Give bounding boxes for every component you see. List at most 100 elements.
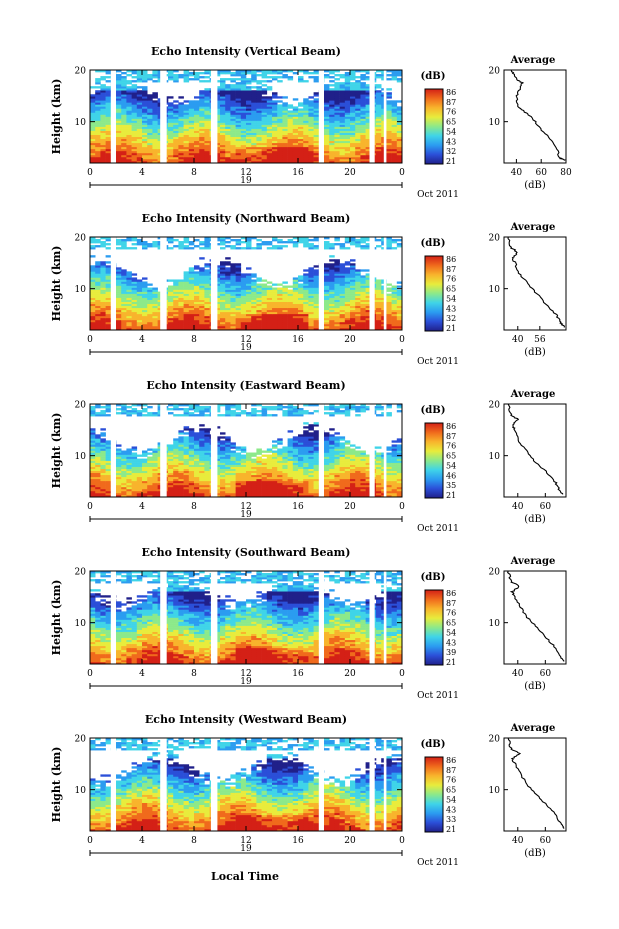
echo-cell [287,492,294,496]
echo-cell [100,132,106,135]
echo-cell [251,78,257,81]
echo-cell [126,158,132,162]
echo-cell [152,305,158,309]
echo-cell [95,313,101,317]
echo-cell [116,122,122,125]
echo-cell [261,321,268,325]
echo-cell [230,136,236,140]
echo-cell [396,78,403,81]
echo-cell [272,313,278,317]
echo-cell [339,303,346,307]
echo-cell [251,295,257,298]
echo-cell [116,480,122,484]
echo-cell [246,160,252,164]
echo-cell [313,76,320,79]
echo-cell [298,327,304,331]
echo-cell [183,283,190,286]
echo-cell [355,132,361,135]
echo-cell [147,126,153,129]
echo-cell [344,86,351,89]
echo-cell [334,122,340,125]
echo-cell [246,122,252,125]
echo-cell [355,98,361,101]
echo-cell [261,84,268,87]
echo-cell [350,325,356,329]
echo-cell [339,106,346,109]
echo-cell [277,492,283,496]
echo-cell [261,291,268,294]
echo-cell [313,273,320,276]
echo-cell [324,283,330,286]
echo-cell [152,112,158,115]
echo-cell [240,98,247,101]
echo-cell [121,283,127,286]
echo-cell [214,120,221,123]
echo-cell [246,480,252,484]
echo-cell [344,247,351,250]
echo-cell [386,114,392,117]
echo-cell [199,285,205,288]
echo-cell [147,100,153,103]
echo-cell [225,90,231,93]
echo-heatmap [90,404,403,498]
echo-cell [194,478,200,482]
echo-cell [261,482,268,486]
echo-cell [251,297,257,300]
echo-cell [188,305,195,309]
echo-cell [324,488,330,492]
echo-cell [178,309,184,313]
echo-cell [225,299,231,302]
echo-cell [246,110,252,113]
echo-cell [246,313,252,317]
echo-cell [355,287,361,290]
echo-cell [168,160,174,164]
echo-cell [204,245,210,248]
echo-cell [350,281,356,284]
echo-cell [116,108,122,111]
echo-cell [100,108,106,111]
echo-cell [313,291,320,294]
echo-cell [350,486,356,490]
echo-cell [282,488,288,492]
echo-cell [313,94,320,97]
echo-cell [350,283,356,286]
echo-cell [355,136,361,140]
echo-cell [251,156,257,160]
echo-cell [90,108,96,111]
echo-cell [313,480,320,484]
echo-cell [204,132,210,135]
echo-cell [324,110,330,113]
echo-cell [214,279,221,282]
echo-cell [313,482,320,486]
echo-cell [230,319,236,323]
echo-cell [386,128,392,131]
echo-cell [396,80,403,83]
echo-cell [235,116,242,119]
echo-cell [308,110,314,113]
echo-cell [199,303,205,307]
echo-cell [360,297,366,300]
echo-cell [282,478,288,482]
echo-cell [126,323,132,327]
echo-cell [152,108,158,111]
echo-cell [126,315,132,319]
echo-cell [376,100,382,103]
echo-cell [313,245,320,248]
echo-cell [90,275,96,278]
echo-cell [214,307,221,311]
echo-cell [261,241,268,244]
echo-cell [282,114,288,117]
echo-cell [240,138,247,142]
echo-cell [298,134,304,138]
echo-cell [261,323,268,327]
echo-cell [142,311,148,315]
echo-cell [308,114,314,117]
echo-cell [194,267,200,270]
echo-cell [251,273,257,276]
echo-cell [376,488,382,492]
echo-cell [324,319,330,323]
echo-cell [142,86,148,89]
echo-cell [256,132,262,135]
echo-cell [298,311,304,315]
echo-cell [142,90,148,93]
